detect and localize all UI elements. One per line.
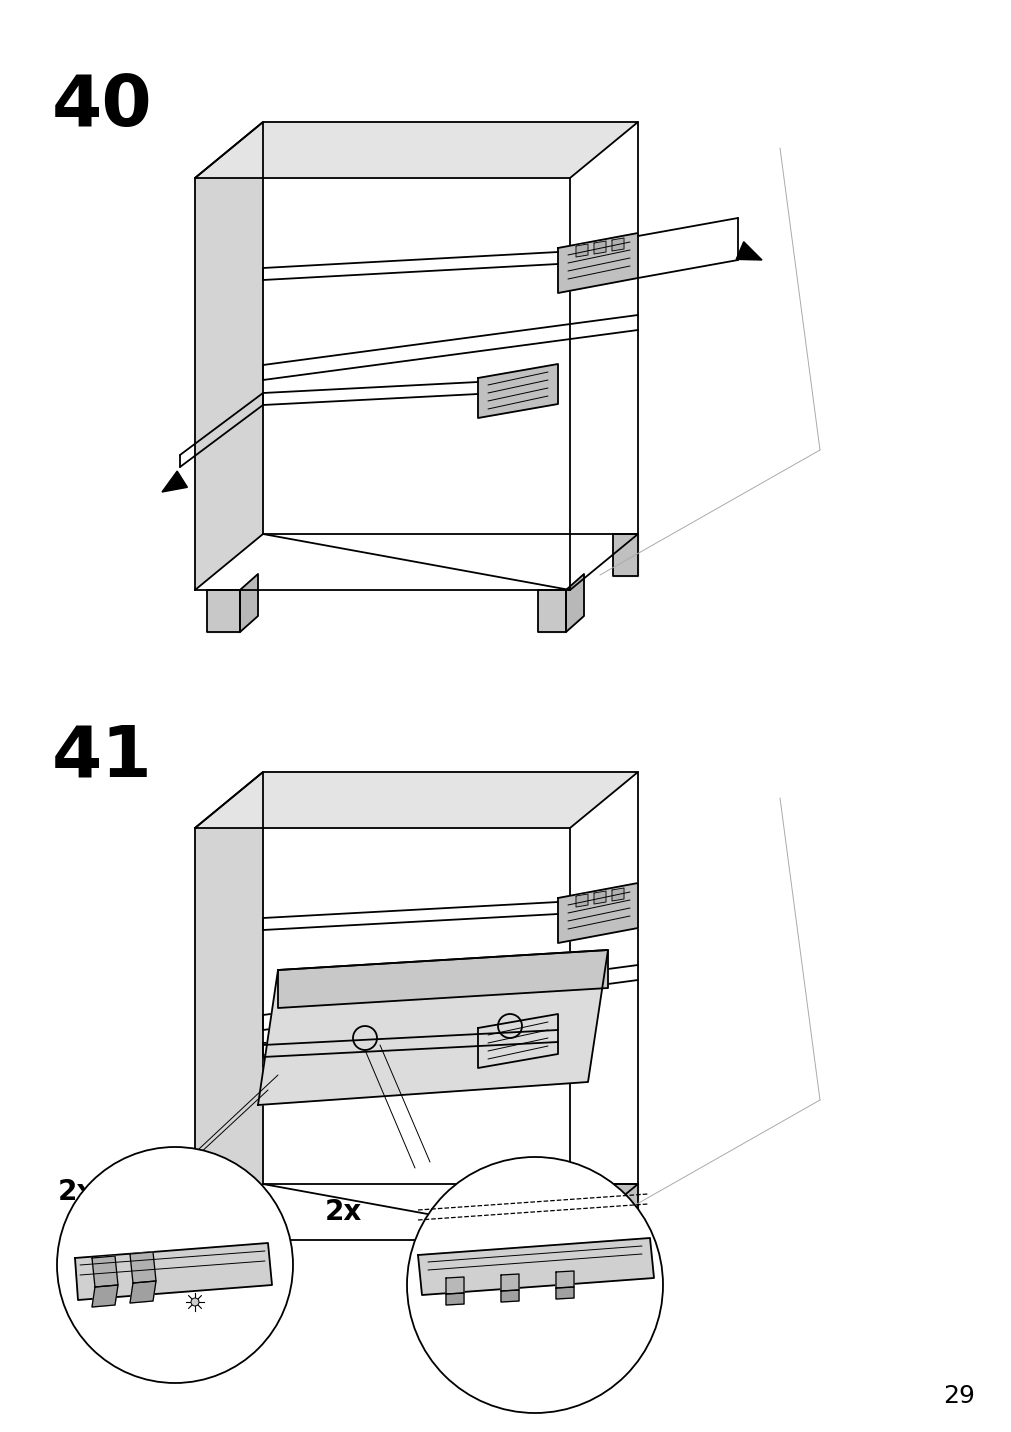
Polygon shape (557, 233, 637, 294)
Polygon shape (258, 949, 608, 1106)
Polygon shape (446, 1277, 463, 1295)
Polygon shape (446, 1293, 463, 1305)
Polygon shape (565, 574, 583, 632)
Polygon shape (195, 122, 637, 178)
Text: 2x: 2x (58, 1179, 95, 1206)
Polygon shape (612, 888, 624, 901)
Polygon shape (555, 1272, 573, 1287)
Text: 41: 41 (52, 722, 153, 790)
Polygon shape (195, 122, 263, 590)
Circle shape (406, 1157, 662, 1413)
Polygon shape (129, 1282, 156, 1303)
Text: 29: 29 (942, 1383, 974, 1408)
Polygon shape (240, 574, 258, 632)
Polygon shape (129, 1252, 156, 1283)
Polygon shape (538, 590, 565, 632)
Polygon shape (613, 1184, 637, 1226)
Circle shape (191, 1297, 199, 1306)
Polygon shape (278, 949, 608, 1008)
Polygon shape (575, 243, 587, 256)
Polygon shape (735, 242, 761, 261)
Polygon shape (593, 241, 606, 253)
Polygon shape (207, 590, 240, 632)
Polygon shape (477, 1014, 557, 1068)
Polygon shape (593, 891, 606, 904)
Polygon shape (538, 1240, 565, 1282)
Text: 40: 40 (52, 72, 153, 140)
Polygon shape (240, 1224, 258, 1282)
Polygon shape (418, 1239, 653, 1295)
Polygon shape (92, 1256, 118, 1287)
Polygon shape (92, 1285, 118, 1307)
Text: 2x: 2x (325, 1199, 362, 1226)
Polygon shape (565, 1224, 583, 1282)
Polygon shape (162, 471, 187, 493)
Polygon shape (575, 894, 587, 906)
Polygon shape (195, 772, 263, 1240)
Polygon shape (612, 238, 624, 251)
Polygon shape (207, 1240, 240, 1282)
Polygon shape (477, 364, 557, 418)
Polygon shape (557, 884, 637, 944)
Polygon shape (195, 772, 637, 828)
Polygon shape (500, 1290, 519, 1302)
Circle shape (57, 1147, 293, 1383)
Polygon shape (500, 1274, 519, 1292)
Polygon shape (613, 534, 637, 576)
Polygon shape (75, 1243, 272, 1300)
Polygon shape (555, 1287, 573, 1299)
